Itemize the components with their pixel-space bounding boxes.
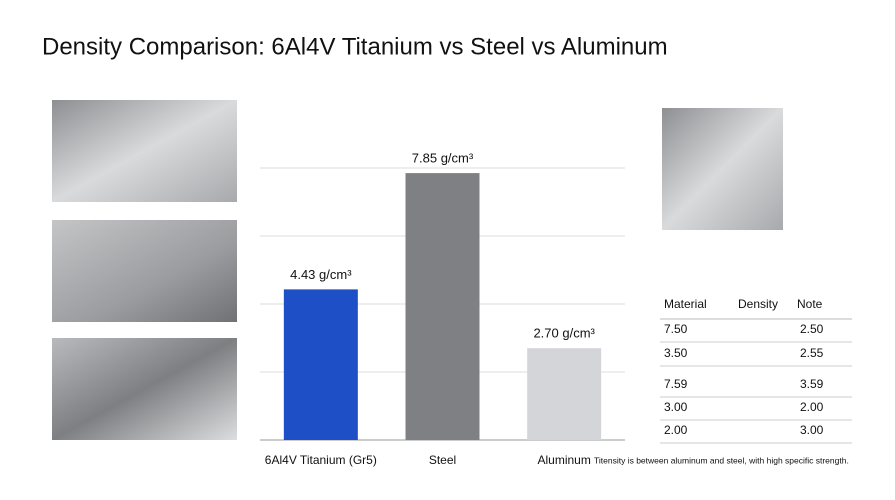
table-cell: 2.00 [664,423,688,437]
table-header: Note [797,297,823,311]
photo-polished-plate [52,338,237,440]
value-label: 7.85 g/cm³ [412,151,474,166]
table-cell: 2.50 [800,322,824,336]
table-cell: 3.00 [800,423,824,437]
value-label: 4.43 g/cm³ [290,267,352,282]
x-tick-label: Aluminum [537,453,590,467]
table-cell: 3.59 [800,377,824,391]
table-cell: 7.59 [664,377,688,391]
bar-chart: 4.43 g/cm³ 6Al4V Titanium (Gr5) 7.85 g/cm³… [260,151,625,467]
photo-brushed-plate [52,100,237,202]
table: Material Density Note [664,297,823,311]
bar [283,289,358,440]
bar [405,173,480,440]
table-body: 7.50 2.50 3.50 2.55 7.59 3.59 3.00 2.00 2.00 3.00 [660,318,852,444]
table-header: Material [664,297,707,311]
page-title: Density Comparison: 6Al4V Titanium vs St… [42,33,668,60]
table-cell: 7.50 [664,322,688,336]
bar [527,348,602,440]
x-tick-label: Steel [429,453,456,467]
table-cell: 2.00 [800,400,824,414]
table-cell: 2.55 [800,346,824,360]
table-cell: 3.50 [664,346,688,360]
x-tick-label: 6Al4V Titanium (Gr5) [265,453,377,467]
photo-texture-swatch [662,108,783,230]
photo-textured-plate [52,220,237,322]
table-cell: 3.00 [664,400,688,414]
value-label: 2.70 g/cm³ [533,326,595,341]
table-header: Density [738,297,778,311]
footnote: Titensity is between aluminum and steel,… [594,455,849,465]
